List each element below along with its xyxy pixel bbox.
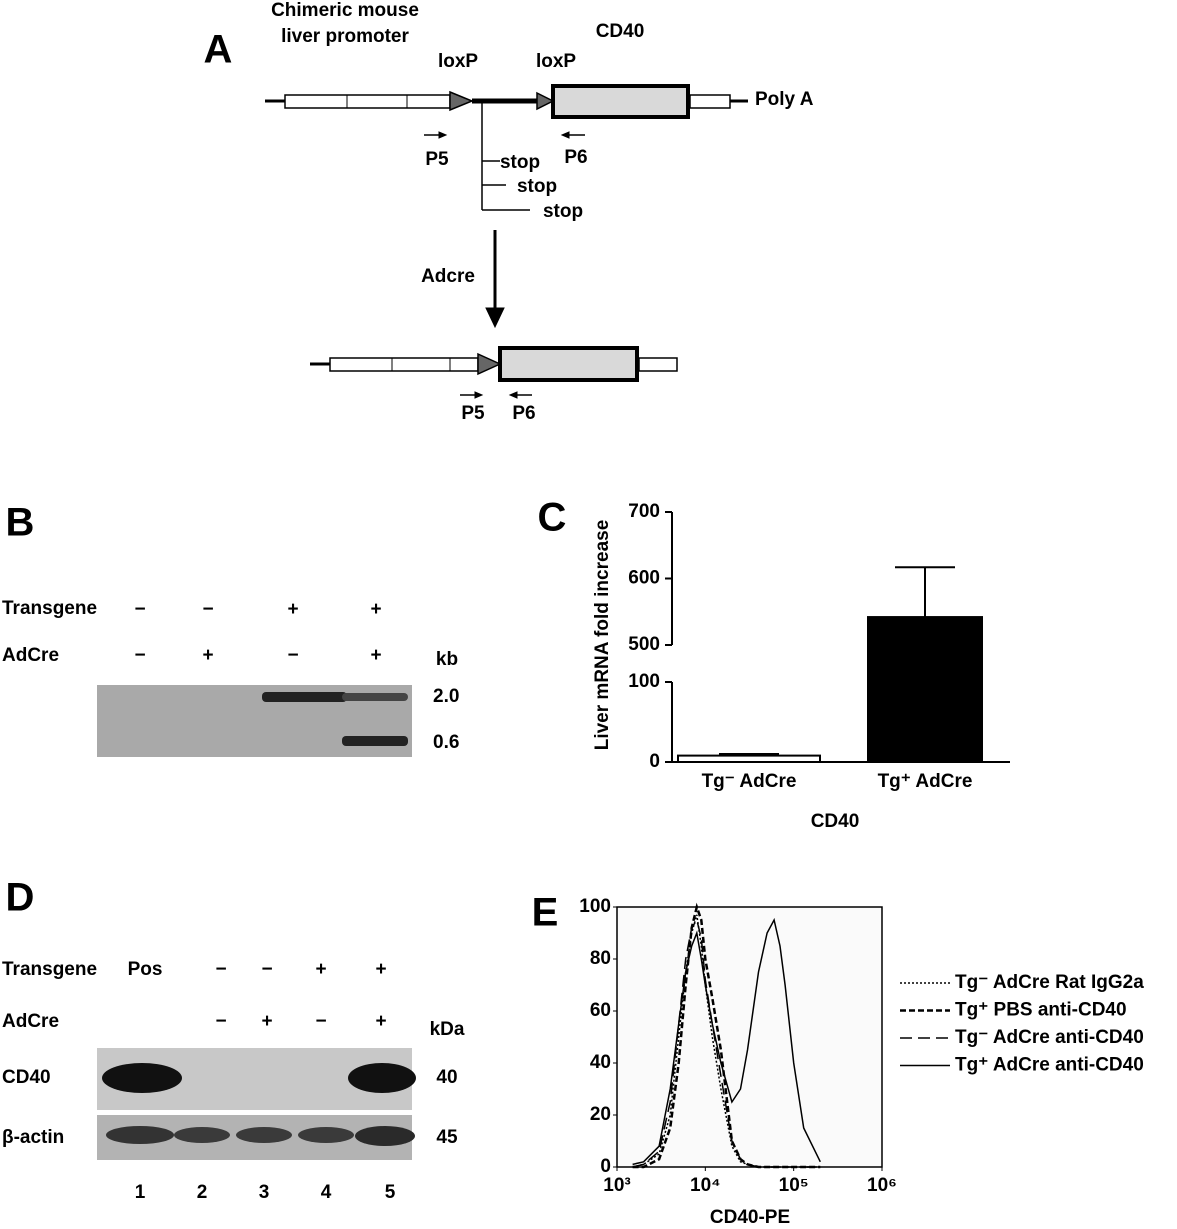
x-tick-label: 10⁶ — [867, 1175, 897, 1196]
lane-sign: Pos — [128, 959, 163, 980]
row-label: Transgene — [2, 598, 97, 619]
x-tick-label: Tg⁺ AdCre — [878, 771, 973, 792]
x-tick-label: Tg⁻ AdCre — [702, 771, 797, 792]
x-axis-title: CD40 — [811, 811, 860, 832]
lane-sign: − — [315, 1011, 326, 1032]
lane-sign: + — [375, 959, 386, 980]
panel-letter: D — [6, 876, 35, 920]
primer-label: P6 — [512, 403, 535, 424]
x-tick-label: 10³ — [603, 1175, 630, 1196]
legend-label: Tg⁺ PBS anti-CD40 — [955, 1000, 1127, 1021]
y-axis-title: Liver mRNA fold increase — [592, 520, 613, 751]
polya-label: Poly A — [755, 89, 814, 110]
legend-label: Tg⁻ AdCre anti-CD40 — [955, 1027, 1144, 1048]
lane-sign: + — [202, 645, 213, 666]
panel-letter: C — [538, 496, 567, 540]
blot-label: β-actin — [2, 1127, 64, 1148]
unit-label: kDa — [430, 1019, 465, 1040]
panel-letter: A — [204, 28, 233, 72]
lane-sign: − — [134, 599, 145, 620]
legend-label: Tg⁺ AdCre anti-CD40 — [955, 1055, 1144, 1076]
lane-number: 4 — [321, 1182, 332, 1203]
stop-label: stop — [543, 201, 583, 222]
y-tick-label: 0 — [600, 1156, 611, 1177]
y-tick-label: 60 — [590, 1000, 611, 1021]
row-label: AdCre — [2, 645, 59, 666]
legend-label: Tg⁻ AdCre Rat IgG2a — [955, 972, 1144, 993]
bar — [867, 616, 983, 763]
size-label: 45 — [436, 1127, 458, 1148]
y-tick-label: 20 — [590, 1104, 611, 1125]
construct-diagram — [265, 84, 748, 399]
panel-letter: B — [6, 501, 35, 545]
loxp-label: loxP — [536, 51, 576, 72]
y-tick-label: 500 — [628, 634, 660, 655]
histogram-line — [632, 914, 821, 1168]
y-tick-label: 600 — [628, 568, 660, 589]
y-tick-label: 100 — [579, 896, 611, 917]
lane-sign: + — [375, 1011, 386, 1032]
promoter-label: Chimeric mouse — [271, 0, 419, 21]
lane-sign: − — [261, 959, 272, 980]
lane-number: 3 — [259, 1182, 270, 1203]
x-tick-label: 10⁵ — [779, 1175, 809, 1196]
lane-sign: − — [134, 645, 145, 666]
bar — [677, 754, 821, 763]
lane-number: 5 — [385, 1182, 396, 1203]
panel-letter: E — [532, 891, 559, 935]
lane-sign: + — [370, 599, 381, 620]
lane-sign: − — [287, 645, 298, 666]
lane-sign: − — [215, 959, 226, 980]
primer-label: P5 — [425, 149, 449, 170]
x-tick-label: 10⁴ — [690, 1175, 721, 1196]
blot-image — [97, 1048, 416, 1160]
stop-label: stop — [517, 176, 557, 197]
row-label: AdCre — [2, 1011, 59, 1032]
histogram-line — [632, 917, 821, 1166]
lane-sign: + — [287, 599, 298, 620]
lane-sign: + — [315, 959, 326, 980]
lane-number: 2 — [197, 1182, 208, 1203]
step-label: Adcre — [421, 266, 475, 287]
blot-label: CD40 — [2, 1067, 51, 1088]
y-tick-label: 40 — [590, 1052, 611, 1073]
lane-sign: + — [261, 1011, 272, 1032]
primer-label: P5 — [461, 403, 485, 424]
primer-label: P6 — [564, 147, 587, 168]
y-tick-label: 0 — [649, 751, 660, 772]
size-label: 40 — [436, 1067, 457, 1088]
size-label: 0.6 — [433, 732, 459, 753]
gene-label: CD40 — [596, 21, 645, 42]
x-axis-title: CD40-PE — [710, 1207, 790, 1228]
size-label: 2.0 — [433, 686, 459, 707]
lane-number: 1 — [135, 1182, 146, 1203]
gel-image — [97, 685, 412, 757]
lane-sign: + — [370, 645, 381, 666]
row-label: Transgene — [2, 959, 97, 980]
lane-sign: − — [215, 1011, 226, 1032]
unit-label: kb — [436, 649, 458, 670]
y-tick-label: 100 — [628, 671, 660, 692]
y-tick-label: 700 — [628, 501, 660, 522]
stop-label: stop — [500, 152, 540, 173]
y-tick-label: 80 — [590, 948, 611, 969]
loxp-label: loxP — [438, 51, 478, 72]
promoter-label: liver promoter — [281, 26, 409, 47]
lane-sign: − — [202, 599, 213, 620]
